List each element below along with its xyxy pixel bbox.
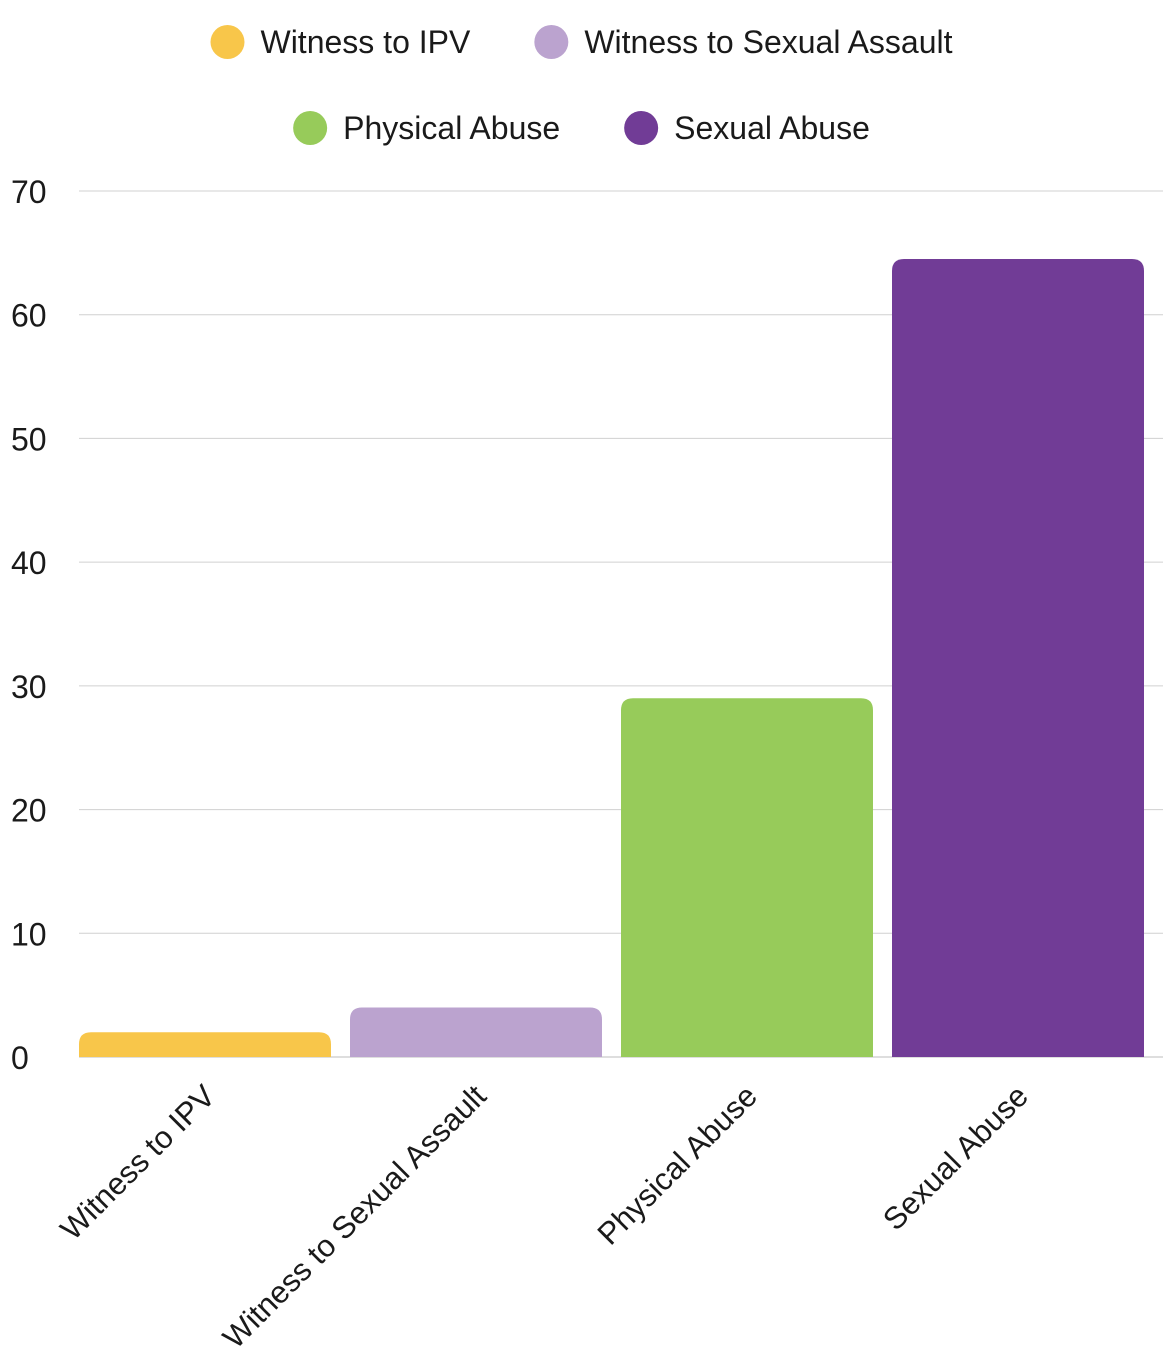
legend-label: Sexual Abuse <box>674 110 870 146</box>
legend-item: Sexual Abuse <box>624 110 870 146</box>
y-tick-label: 40 <box>11 545 47 581</box>
y-tick-label: 10 <box>11 916 47 952</box>
y-gridlines <box>79 190 1163 1058</box>
legend-label: Witness to Sexual Assault <box>584 24 952 60</box>
x-category-label: Witness to IPV <box>53 1078 222 1247</box>
y-tick-label: 30 <box>11 669 47 705</box>
bar-witness-to-sexual-assault <box>350 1007 602 1057</box>
y-tick-label: 0 <box>11 1040 29 1076</box>
legend-swatch <box>534 25 569 59</box>
y-axis-ticks: 0 10 20 30 40 50 60 70 <box>11 174 47 1076</box>
legend-label: Witness to IPV <box>260 24 471 60</box>
y-tick-label: 70 <box>11 174 47 210</box>
legend-swatch <box>210 25 245 59</box>
bar-sexual-abuse <box>892 259 1144 1057</box>
legend-swatch <box>624 111 659 145</box>
legend-item: Witness to Sexual Assault <box>534 24 953 60</box>
legend-item: Witness to IPV <box>210 24 471 60</box>
legend-item: Physical Abuse <box>293 110 560 146</box>
legend-swatch <box>293 111 328 145</box>
legend-label: Physical Abuse <box>343 110 560 146</box>
y-tick-label: 50 <box>11 421 47 457</box>
bar-witness-to-ipv <box>79 1032 331 1057</box>
y-tick-label: 60 <box>11 298 47 334</box>
x-category-label: Witness to Sexual Assault <box>216 1078 493 1355</box>
bar-physical-abuse <box>621 698 873 1057</box>
chart-legend: Witness to IPV Witness to Sexual Assault P… <box>210 24 953 146</box>
x-category-label: Sexual Abuse <box>876 1078 1035 1237</box>
x-category-label: Physical Abuse <box>591 1078 764 1251</box>
bars-group <box>79 259 1144 1057</box>
y-tick-label: 20 <box>11 793 47 829</box>
